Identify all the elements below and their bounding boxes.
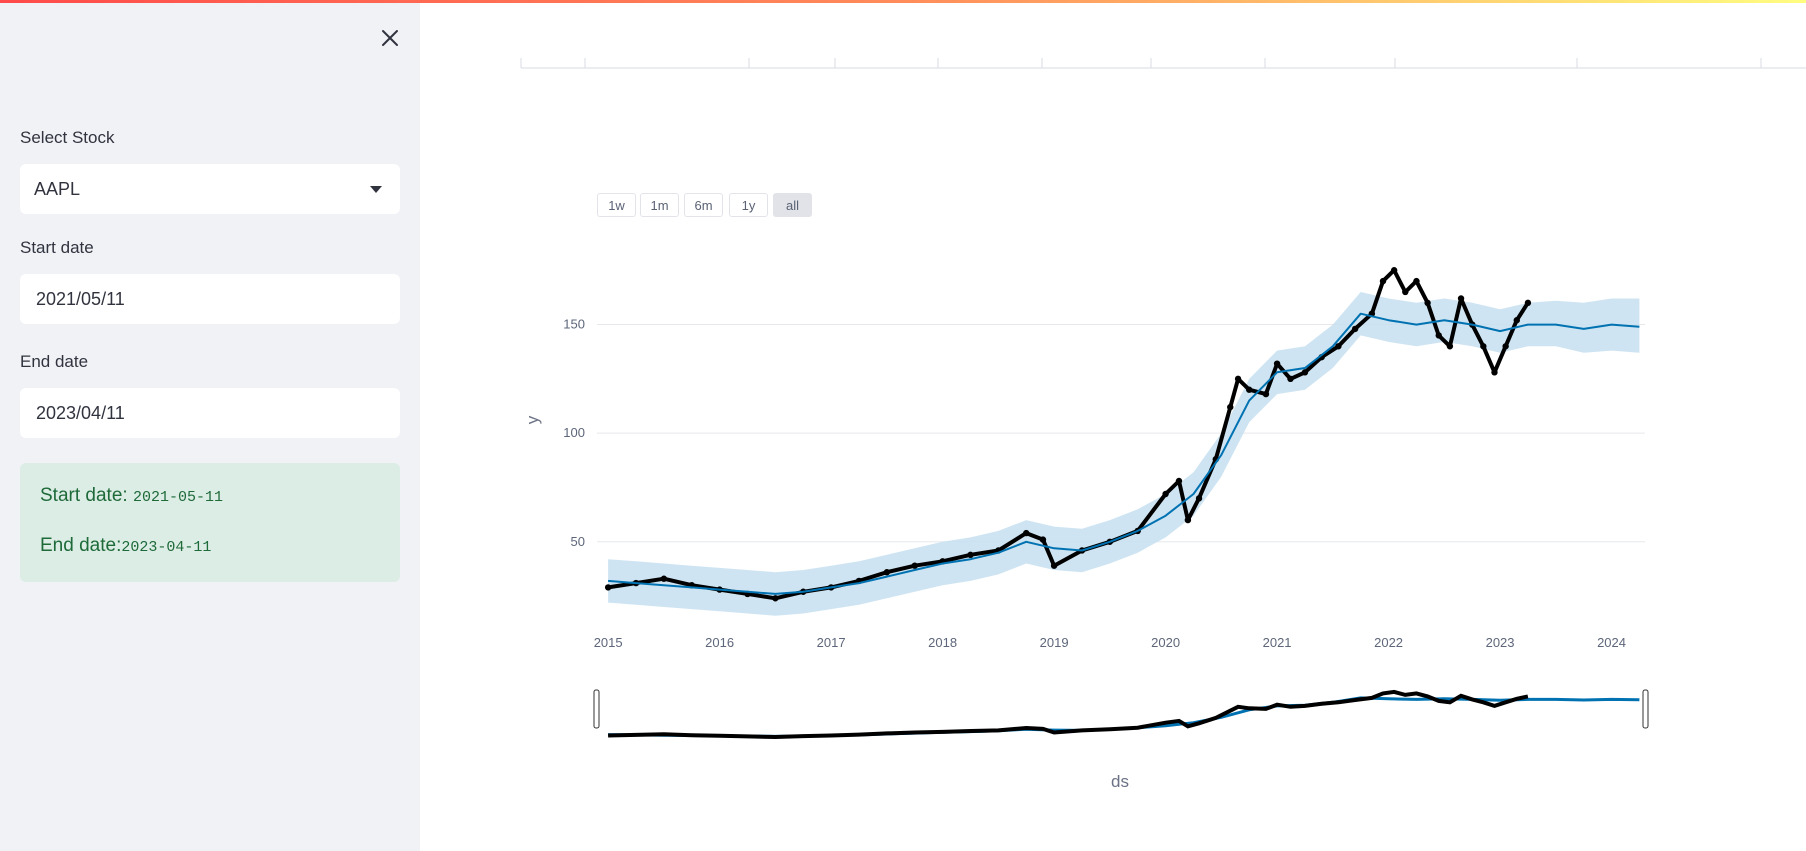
app-header-decoration xyxy=(0,0,1806,3)
end-date-field-box xyxy=(20,388,400,438)
x-tick-label: 2017 xyxy=(817,635,846,650)
end-date-input[interactable] xyxy=(34,401,386,425)
x-tick-label: 2024 xyxy=(1597,635,1626,650)
forecast-line xyxy=(608,312,1640,595)
range-button-6m[interactable]: 6m xyxy=(684,193,723,217)
range-button-1y[interactable]: 1y xyxy=(729,193,768,217)
x-tick-label: 2019 xyxy=(1040,635,1069,650)
x-tick-label: 2016 xyxy=(705,635,734,650)
close-sidebar-button[interactable] xyxy=(372,20,408,56)
stock-select-label: Select Stock xyxy=(20,128,115,147)
forecast-line-layer xyxy=(608,312,1640,595)
start-date-field-box xyxy=(20,274,400,324)
uncertainty-band xyxy=(608,292,1640,616)
x-tick-label: 2020 xyxy=(1151,635,1180,650)
info-start-code: 2021-05-11 xyxy=(132,489,223,506)
range-button-1m[interactable]: 1m xyxy=(640,193,679,217)
x-tick-label: 2015 xyxy=(594,635,623,650)
x-axis-title: ds xyxy=(1111,772,1129,791)
y-axis-title: y xyxy=(523,415,542,424)
range-slider[interactable] xyxy=(593,689,1649,740)
y-tick-label: 100 xyxy=(563,425,585,440)
range-button-1w[interactable]: 1w xyxy=(597,193,636,217)
x-tick-label: 2018 xyxy=(928,635,957,650)
start-date-input[interactable] xyxy=(34,287,386,311)
y-tick-label: 50 xyxy=(571,534,585,549)
x-axis-ticks: 2015 2016 2017 2018 2019 2020 2021 2022 2023 2024 xyxy=(594,635,1626,650)
sidebar: Select Stock AAPL Start date End date St… xyxy=(0,0,420,851)
slider-left-handle[interactable] xyxy=(593,689,600,729)
chevron-down-icon xyxy=(370,186,382,193)
date-info-alert: Start date: 2021-05-11 End date:2023-04-… xyxy=(20,463,400,582)
y-axis-ticks: 50 100 150 xyxy=(563,317,585,549)
info-end-prefix: End date: xyxy=(40,535,122,556)
main-content: 50 100 150 2015 2016 2017 2018 2019 2020 2021 202… xyxy=(420,0,1806,851)
end-date-label: End date xyxy=(20,352,89,371)
x-tick-label: 2023 xyxy=(1486,635,1515,650)
start-date-label: Start date xyxy=(20,238,94,257)
stock-select[interactable]: AAPL xyxy=(20,164,400,214)
info-end-code: 2023-04-11 xyxy=(121,539,212,556)
info-start-prefix: Start date: xyxy=(40,485,133,506)
slider-actual-line xyxy=(608,689,1529,740)
forecast-chart[interactable]: 50 100 150 2015 2016 2017 2018 2019 2020 2021 202… xyxy=(420,0,1806,851)
close-icon xyxy=(382,30,398,46)
range-button-all[interactable]: all xyxy=(773,193,812,217)
info-end-line: End date:2023-04-11 xyxy=(40,535,380,585)
slider-right-handle[interactable] xyxy=(1642,689,1649,729)
x-tick-label: 2022 xyxy=(1374,635,1403,650)
uncertainty-band-layer xyxy=(608,292,1640,616)
upper-chart-axis-remnant xyxy=(520,58,1806,69)
info-start-line: Start date: 2021-05-11 xyxy=(40,485,380,535)
y-tick-label: 150 xyxy=(563,317,585,332)
x-tick-label: 2021 xyxy=(1263,635,1292,650)
stock-select-value: AAPL xyxy=(34,178,81,199)
